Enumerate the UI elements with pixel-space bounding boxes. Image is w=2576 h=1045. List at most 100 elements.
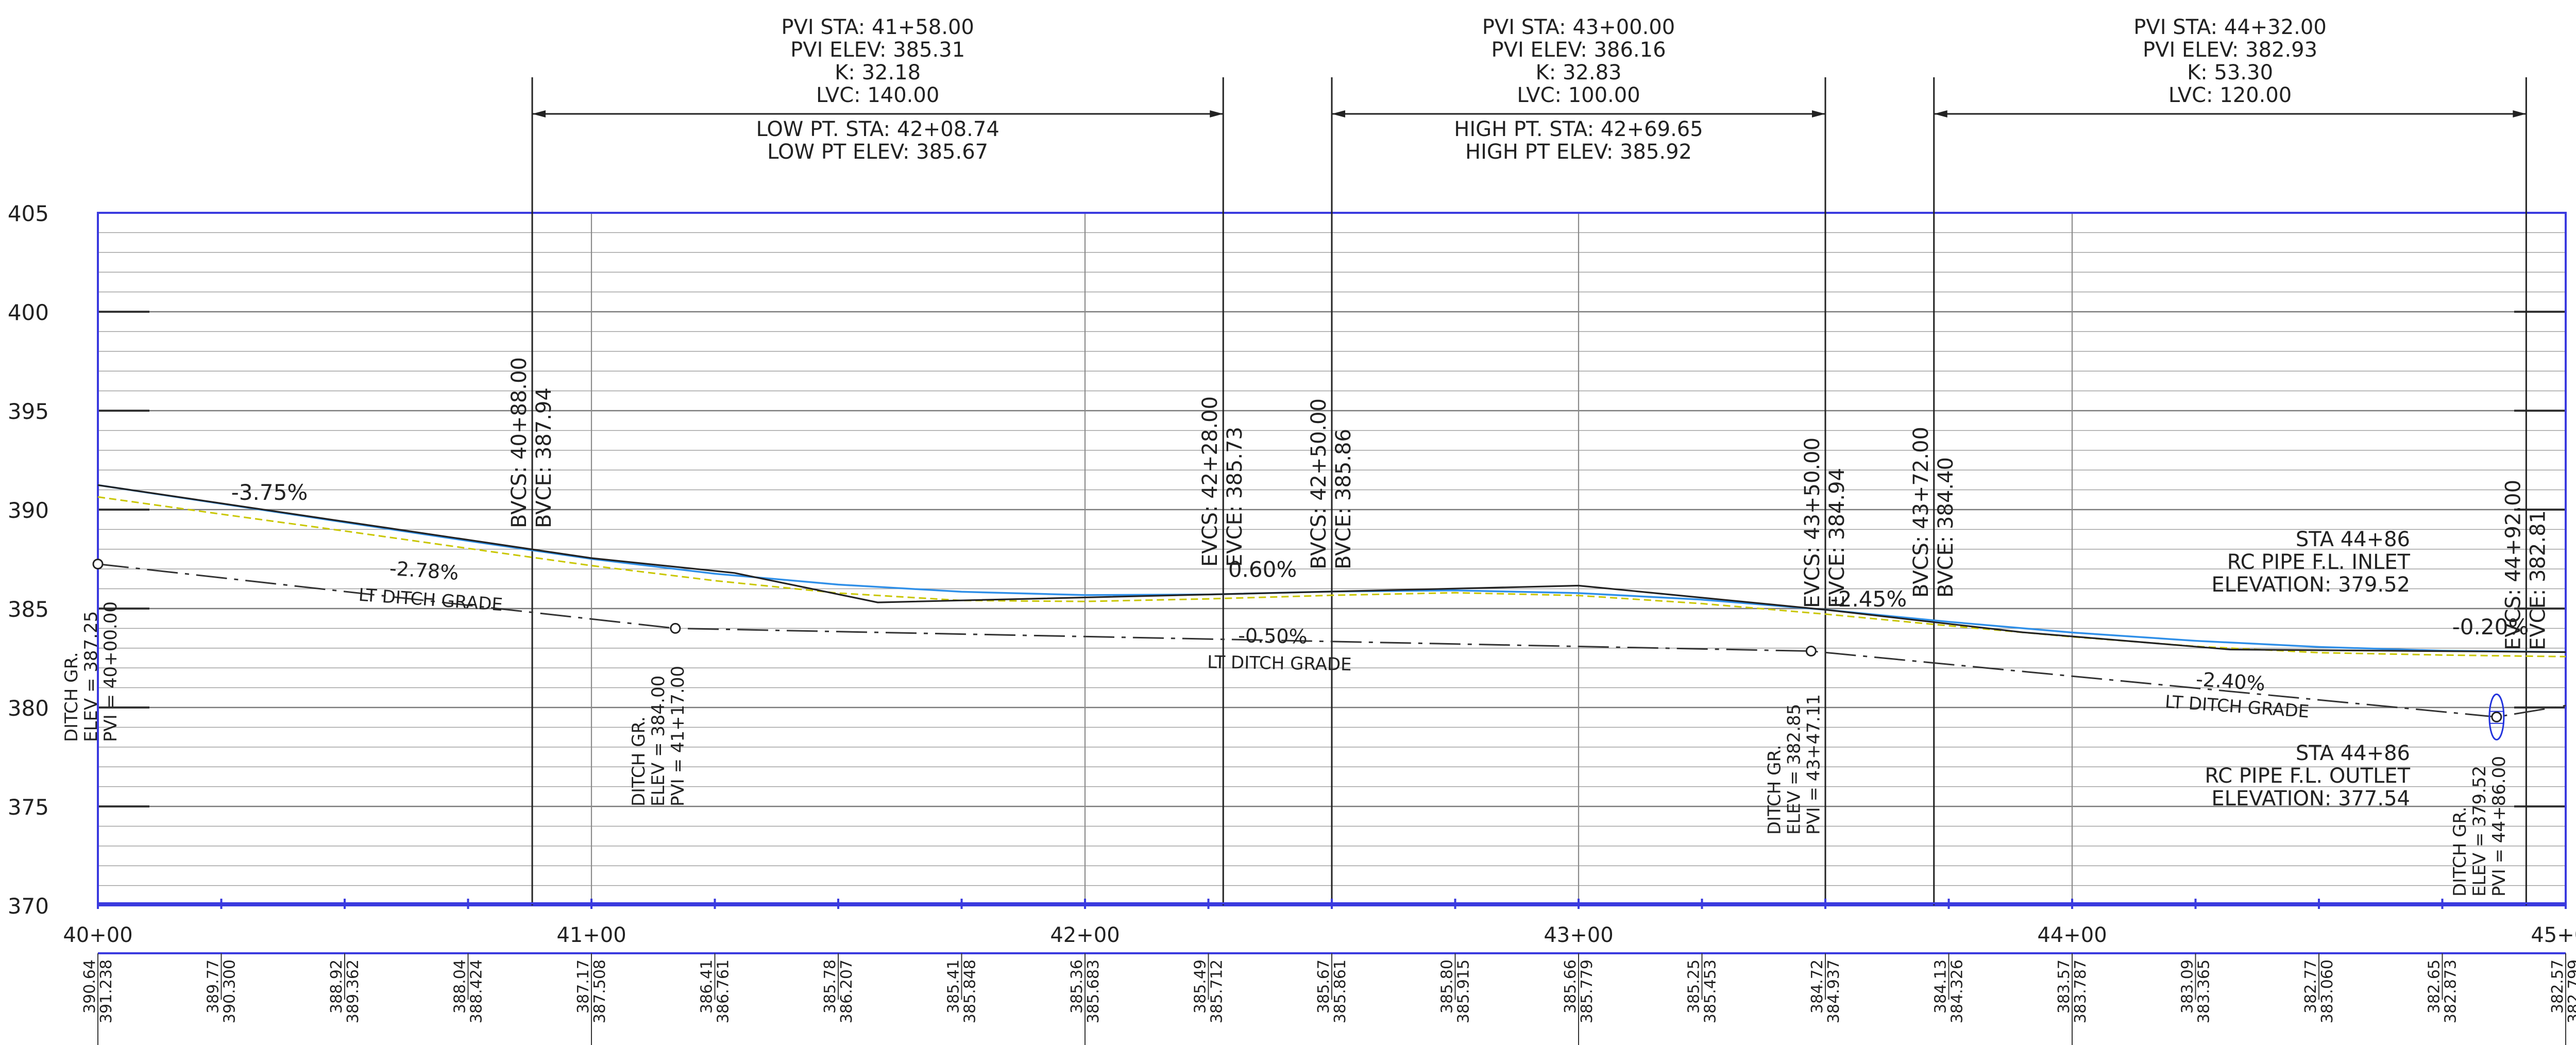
ditch-point-label: ELEV = 387.25: [81, 611, 101, 742]
curve-data-line: HIGH PT. STA: 42+69.65: [1454, 117, 1703, 141]
curve-data-line: K: 53.30: [2187, 61, 2273, 85]
existing-elevation-value: 383.09: [2179, 959, 2197, 1014]
proposed-elevation-value: 385.861: [1331, 959, 1349, 1023]
elevation-label-left: 380: [8, 696, 49, 721]
curve-point-elevation: EVCE: 385.73: [1223, 427, 1247, 567]
ditch-point-label: PVI = 43+47.11: [1803, 694, 1824, 835]
proposed-elevation-value: 383.787: [2072, 959, 2090, 1023]
profile-lines: [92, 484, 2566, 740]
ditch-grade-label: -0.50%: [1238, 624, 1308, 648]
existing-elevation-value: 384.13: [1932, 959, 1950, 1014]
curve-point-elevation: BVCE: 385.86: [1332, 429, 1355, 569]
ditch-name-label: LT DITCH GRADE: [358, 585, 504, 615]
curve-data-line: PVI ELEV: 386.16: [1491, 38, 1666, 62]
existing-elevation-value: 384.72: [1808, 959, 1826, 1014]
proposed-elevation-value: 385.779: [1578, 959, 1596, 1023]
proposed-elevation-value: 388.424: [468, 959, 486, 1023]
pipe-icon: [2488, 693, 2505, 740]
curve-data-line: PVI ELEV: 385.31: [790, 38, 965, 62]
station-elevation-band: 40+00 41+00 42+00 43+00 44+00 45+00 390.64391.…: [63, 899, 2576, 1045]
existing-elevation-value: 385.25: [1685, 959, 1703, 1014]
ditch-point-marker: [92, 559, 104, 570]
profile-grade-label: -2.45%: [1831, 586, 1907, 612]
proposed-elevation-value: 383.060: [2318, 959, 2336, 1023]
pipe-note-line: RC PIPE F.L. OUTLET: [2205, 764, 2410, 788]
existing-elevation-value: 383.57: [2055, 959, 2073, 1014]
station-label: 42+00: [1050, 923, 1120, 947]
profile-grade-label: -3.75%: [231, 480, 308, 505]
existing-elevation-value: 385.78: [821, 959, 839, 1014]
pipe-note-line: RC PIPE F.L. INLET: [2227, 550, 2411, 574]
curve-data-line: PVI STA: 43+00.00: [1482, 15, 1675, 39]
existing-elevation-value: 382.77: [2302, 959, 2320, 1014]
elevation-label-left: 390: [8, 498, 49, 523]
ditch-point-marker: [1805, 646, 1817, 657]
existing-elevation-value: 385.80: [1438, 959, 1456, 1014]
existing-elevation-value: 388.92: [328, 959, 346, 1014]
elevation-label-left: 395: [8, 399, 49, 424]
proposed-elevation-value: 385.915: [1455, 959, 1473, 1023]
pipe-note-line: ELEVATION: 377.54: [2211, 787, 2410, 811]
ditch-point-label: DITCH GR.: [61, 652, 82, 742]
ditch-point-label: PVI = 41+17.00: [668, 666, 688, 806]
profile-labels: BVCS: 40+88.00 BVCE: 387.94 EVCS: 42+28.00…: [61, 357, 2550, 897]
elevation-label-left: 405: [8, 201, 49, 226]
curve-data-line: LVC: 100.00: [1517, 83, 1640, 107]
pipe-note-line: STA 44+86: [2296, 528, 2410, 551]
ditch-point-label: PVI = 40+00.00: [100, 601, 121, 742]
existing-elevation-value: 385.41: [945, 959, 963, 1014]
proposed-elevation-value: 389.362: [344, 959, 362, 1023]
pipe-note-line: ELEVATION: 379.52: [2211, 573, 2410, 597]
curve-data-line: LOW PT. STA: 42+08.74: [756, 117, 999, 141]
arrow-right-icon: [1210, 110, 1224, 117]
proposed-elevation-value: 383.365: [2195, 959, 2213, 1023]
elevation-label-left: 400: [8, 300, 49, 325]
curve-point-station: EVCS: 42+28.00: [1198, 396, 1222, 567]
existing-elevation-value: 385.36: [1068, 959, 1086, 1014]
elevation-label-left: 370: [8, 894, 49, 919]
proposed-elevation-value: 385.712: [1208, 959, 1226, 1023]
proposed-elevation-value: 390.300: [221, 959, 239, 1023]
ditch-point-label: ELEV = 382.85: [1784, 704, 1804, 835]
arrow-left-icon: [1332, 110, 1345, 117]
ditch-point-label: ELEV = 384.00: [648, 676, 669, 806]
proposed-elevation-value: 391.238: [97, 959, 115, 1023]
proposed-elevation-value: 385.848: [961, 959, 979, 1023]
existing-elevation-value: 390.64: [81, 959, 99, 1014]
station-label: 43+00: [1544, 923, 1613, 947]
curve-data-line: LOW PT ELEV: 385.67: [767, 140, 988, 164]
curve-point-station: BVCS: 42+50.00: [1307, 398, 1331, 569]
ditch-grade-label: -2.40%: [2195, 668, 2266, 695]
proposed-elevation-value: 386.761: [715, 959, 733, 1023]
station-label: 41+00: [556, 923, 626, 947]
ditch-point-marker: [2491, 711, 2502, 722]
arrow-right-icon: [2513, 110, 2527, 117]
elevation-label-left: 385: [8, 597, 49, 622]
ditch-name-label: LT DITCH GRADE: [1207, 652, 1352, 675]
existing-elevation-value: 385.49: [1192, 959, 1210, 1014]
proposed-elevation-value: 384.937: [1825, 959, 1843, 1023]
tangent-grade-line: [97, 484, 2566, 653]
ditch-point-label: PVI = 44+86.00: [2489, 756, 2510, 897]
arrow-left-icon: [532, 110, 546, 117]
curve-data-line: LVC: 120.00: [2168, 83, 2292, 107]
existing-elevation-value: 388.04: [451, 959, 469, 1014]
existing-elevation-value: 387.17: [574, 959, 592, 1014]
ditch-point-label: ELEV = 379.52: [2469, 766, 2490, 897]
profile-grade-label: 0.60%: [1228, 557, 1297, 582]
curve-point-elevation: BVCE: 387.94: [532, 387, 556, 528]
ditch-point-label: DITCH GR.: [1764, 745, 1785, 835]
proposed-elevation-value: 385.683: [1084, 959, 1103, 1023]
curve-data-line: K: 32.83: [1536, 61, 1622, 85]
curve-data-line: HIGH PT ELEV: 385.92: [1465, 140, 1692, 164]
proposed-elevation-value: 382.873: [2442, 959, 2460, 1023]
curve-point-elevation: BVCE: 384.40: [1934, 457, 1958, 598]
existing-elevation-value: 386.41: [698, 959, 716, 1014]
station-label: 45+00: [2531, 923, 2576, 947]
elevation-label-left: 375: [8, 795, 49, 820]
curve-data-line: PVI STA: 41+58.00: [781, 15, 974, 39]
